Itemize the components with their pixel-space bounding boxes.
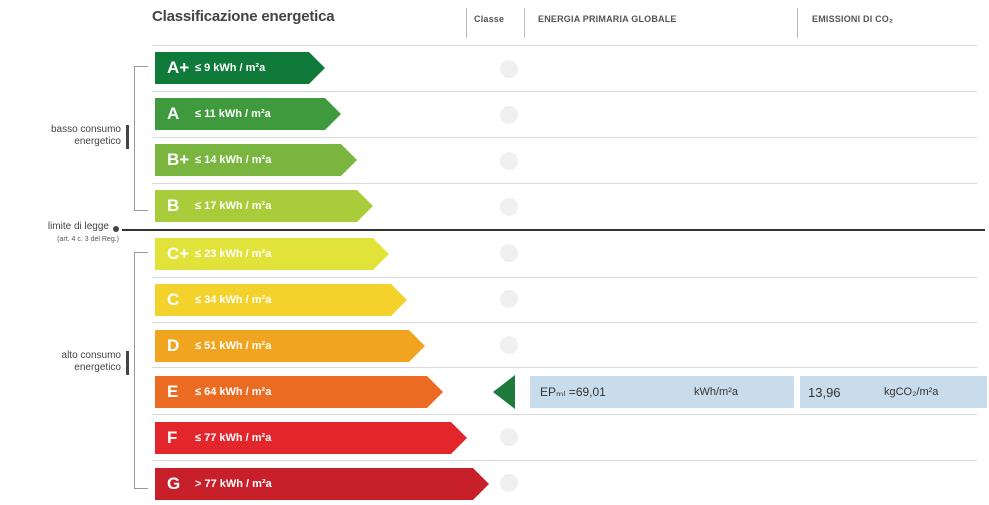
high-consumption-line-1: alto consumo [61,350,121,361]
energy-class-arrow-c: C ≤ 34 kWh / m²a [155,284,407,316]
class-limit: ≤ 64 kWh / m²a [195,386,272,398]
energy-class-arrow-f: F ≤ 77 kWh / m²a [155,422,467,454]
emissions-value-box: 13,96 kgCO₂/m²a [800,376,987,408]
row-divider [152,91,977,92]
high-consumption-label: alto consumo energetico [62,350,121,374]
legal-limit-reference: (art. 4 c. 3 del Reg.) [57,236,119,243]
high-consumption-bracket [134,252,135,488]
class-label: E [167,382,179,401]
high-consumption-line-2: energetico [74,362,121,373]
class-limit: ≤ 11 kWh / m²a [195,108,271,120]
legal-limit-dot [113,226,119,232]
class-label: A [167,104,180,123]
header-divider [466,8,467,38]
bracket-tick [134,210,148,211]
energy-class-arrow-c-plus: C+ ≤ 23 kWh / m²a [155,238,389,270]
low-consumption-label: basso consumo energetico [51,124,121,148]
legal-limit-line [122,229,985,231]
row-divider [152,277,977,278]
energy-value-box: EPₘₗ =69,01 kWh/m²a [530,376,794,408]
current-class-pointer-icon [493,375,515,409]
low-consumption-marker [126,125,129,149]
emissions-unit: kgCO₂/m²a [884,386,939,398]
class-slot [500,106,518,124]
header-divider [797,8,798,38]
low-consumption-line-2: energetico [74,136,121,147]
class-label: F [167,428,178,447]
class-slot [500,474,518,492]
bracket-tick [134,252,148,253]
row-divider [152,367,977,368]
class-limit: ≤ 34 kWh / m²a [195,294,272,306]
class-slot [500,60,518,78]
class-slot [500,336,518,354]
energy-class-arrow-b: B ≤ 17 kWh / m²a [155,190,373,222]
row-divider [152,45,977,46]
row-divider [152,460,977,461]
header-divider [524,8,525,38]
class-limit: ≤ 77 kWh / m²a [195,432,272,444]
class-slot [500,152,518,170]
energy-class-arrow-b-plus: B+ ≤ 14 kWh / m²a [155,144,357,176]
class-limit: ≤ 9 kWh / m²a [195,62,266,74]
class-limit: > 77 kWh / m²a [195,478,272,490]
column-header-class: Classe [474,14,505,24]
class-label: A+ [167,58,190,77]
class-label: G [167,474,181,493]
class-slot [500,428,518,446]
page-title: Classificazione energetica [152,8,335,25]
row-divider [152,183,977,184]
bracket-tick [134,488,148,489]
class-label: B [167,196,180,215]
class-slot [500,290,518,308]
energy-class-arrow-a: A ≤ 11 kWh / m²a [155,98,341,130]
class-limit: ≤ 14 kWh / m²a [195,154,272,166]
energy-class-arrow-e: E ≤ 64 kWh / m²a [155,376,443,408]
emissions-value: 13,96 [808,384,841,400]
class-label: C [167,290,180,309]
energy-class-arrow-a-plus: A+ ≤ 9 kWh / m²a [155,52,325,84]
class-limit: ≤ 51 kWh / m²a [195,340,272,352]
class-label: C+ [167,244,190,263]
class-limit: ≤ 23 kWh / m²a [195,248,272,260]
column-header-energy: ENERGIA PRIMARIA GLOBALE [538,14,677,24]
class-label: B+ [167,150,190,169]
energy-class-arrow-g: G > 77 kWh / m²a [155,468,489,500]
class-label: D [167,336,180,355]
class-slot [500,198,518,216]
energy-value: EPₘₗ =69,01 [540,385,606,399]
low-consumption-bracket [134,66,135,210]
high-consumption-marker [126,351,129,375]
row-divider [152,322,977,323]
bracket-tick [134,66,148,67]
row-divider [152,414,977,415]
energy-unit: kWh/m²a [694,386,738,398]
energy-class-arrow-d: D ≤ 51 kWh / m²a [155,330,425,362]
low-consumption-line-1: basso consumo [50,124,121,135]
legal-limit-label: limite di legge [47,221,109,232]
class-limit: ≤ 17 kWh / m²a [195,200,272,212]
row-divider [152,137,977,138]
column-header-emissions: EMISSIONI DI CO₂ [812,14,894,24]
class-slot [500,244,518,262]
